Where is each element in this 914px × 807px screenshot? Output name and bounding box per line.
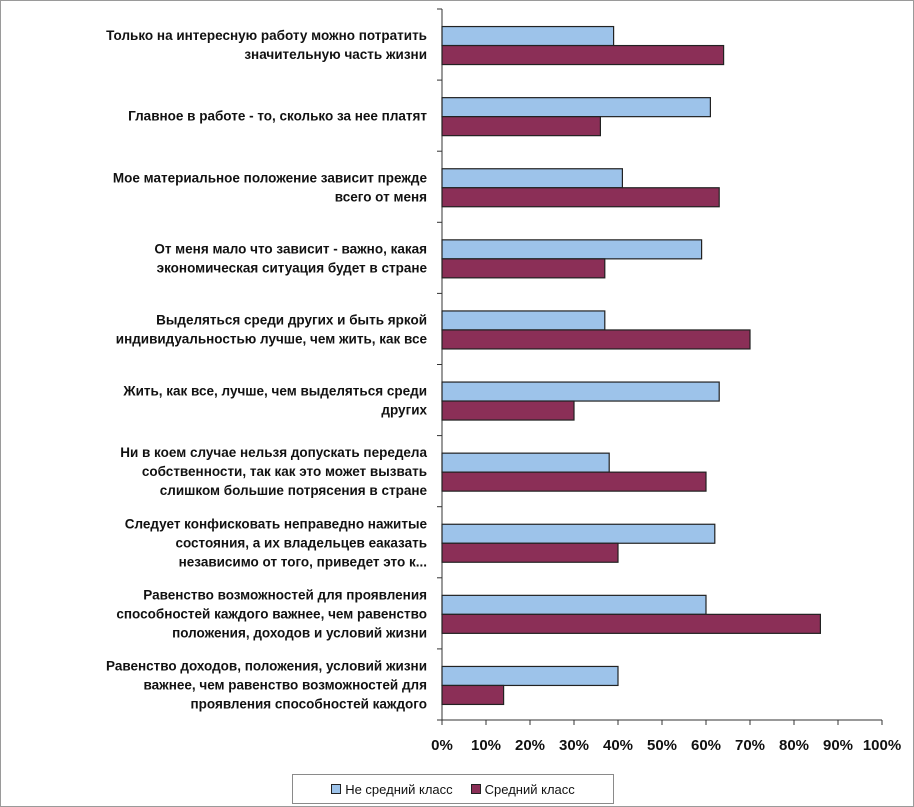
bar-not-middle-class (441, 239, 703, 260)
bar-middle-class (441, 684, 505, 706)
legend-swatch-not-middle-class (331, 784, 342, 794)
x-tick-label: 20% (515, 737, 545, 754)
category-label: других (381, 403, 427, 418)
category-label: Жить, как все, лучше, чем выделяться сре… (122, 384, 427, 399)
category-label: Равенство доходов, положения, условий жи… (106, 658, 427, 673)
x-tick-label: 40% (603, 737, 633, 754)
bar-middle-class (441, 471, 707, 492)
category-label: проявления способностей каждого (190, 696, 427, 711)
category-label: Ни в коем случае нельзя допускать переде… (120, 445, 427, 460)
legend-item-not-middle-class: Не средний класс (331, 781, 453, 797)
bar-not-middle-class (441, 25, 615, 47)
x-tick-label: 70% (735, 737, 765, 754)
category-label: всего от меня (335, 189, 427, 204)
category-label: слишком большие потрясения в стране (160, 483, 428, 498)
bar-not-middle-class (441, 168, 623, 189)
x-tick-label: 30% (559, 737, 589, 754)
bar-middle-class (441, 542, 619, 563)
category-label: Следует конфисковать неправедно нажитые (125, 516, 428, 531)
x-tick-label: 60% (691, 737, 721, 754)
bar-not-middle-class (441, 381, 720, 402)
category-label: экономическая ситуация будет в стране (157, 260, 428, 275)
bar-middle-class (441, 613, 821, 634)
category-label: Равенство возможностей для проявления (143, 587, 427, 602)
bar-not-middle-class (441, 310, 606, 331)
category-label: Выделяться среди других и быть яркой (156, 312, 427, 327)
bar-middle-class (441, 400, 575, 421)
category-label: важнее, чем равенство возможностей для (144, 677, 428, 692)
legend-label-not-middle-class: Не средний класс (345, 781, 453, 797)
bar-middle-class (441, 44, 725, 66)
bar-middle-class (441, 258, 606, 279)
bar-middle-class (441, 329, 751, 350)
x-tick-label: 50% (647, 737, 677, 754)
bar-middle-class (441, 116, 601, 137)
category-label: независимо от того, приведет это к... (179, 554, 427, 569)
bar-not-middle-class (441, 97, 711, 118)
category-label: положения, доходов и условий жизни (172, 625, 427, 640)
category-label: способностей каждого важнее, чем равенст… (116, 606, 427, 621)
legend-label-middle-class: Средний класс (484, 781, 575, 797)
bar-not-middle-class (441, 665, 619, 687)
category-label: Только на интересную работу можно потрат… (106, 28, 427, 43)
legend: Не средний класс Средний класс (292, 774, 614, 804)
bar-chart: 0% 10% 20% 30% 40% 50% 60% 70% 80% 90% 100% Только … (106, 8, 901, 754)
category-label: значительную часть жизни (244, 47, 427, 62)
bar-not-middle-class (441, 523, 716, 544)
x-tick-label: 80% (779, 737, 809, 754)
legend-swatch-middle-class (470, 784, 481, 794)
category-label: Мое материальное положение зависит прежд… (113, 170, 428, 185)
x-tick-label: 90% (823, 737, 853, 754)
x-tick-label: 100% (863, 737, 901, 754)
category-label: От меня мало что зависит - важно, какая (154, 241, 427, 256)
category-label: Главное в работе - то, сколько за нее пл… (128, 109, 427, 124)
bar-middle-class (441, 187, 720, 208)
bar-not-middle-class (441, 594, 707, 615)
legend-item-middle-class: Средний класс (470, 781, 575, 797)
category-label: собственности, так как это может вызвать (142, 464, 427, 479)
category-label: состояния, а их владельцев еаказать (175, 535, 427, 550)
x-tick-label: 10% (471, 737, 501, 754)
category-label: индивидуальностью лучше, чем жить, как в… (116, 331, 428, 346)
x-tick-label: 0% (431, 737, 453, 754)
bar-not-middle-class (441, 452, 610, 473)
